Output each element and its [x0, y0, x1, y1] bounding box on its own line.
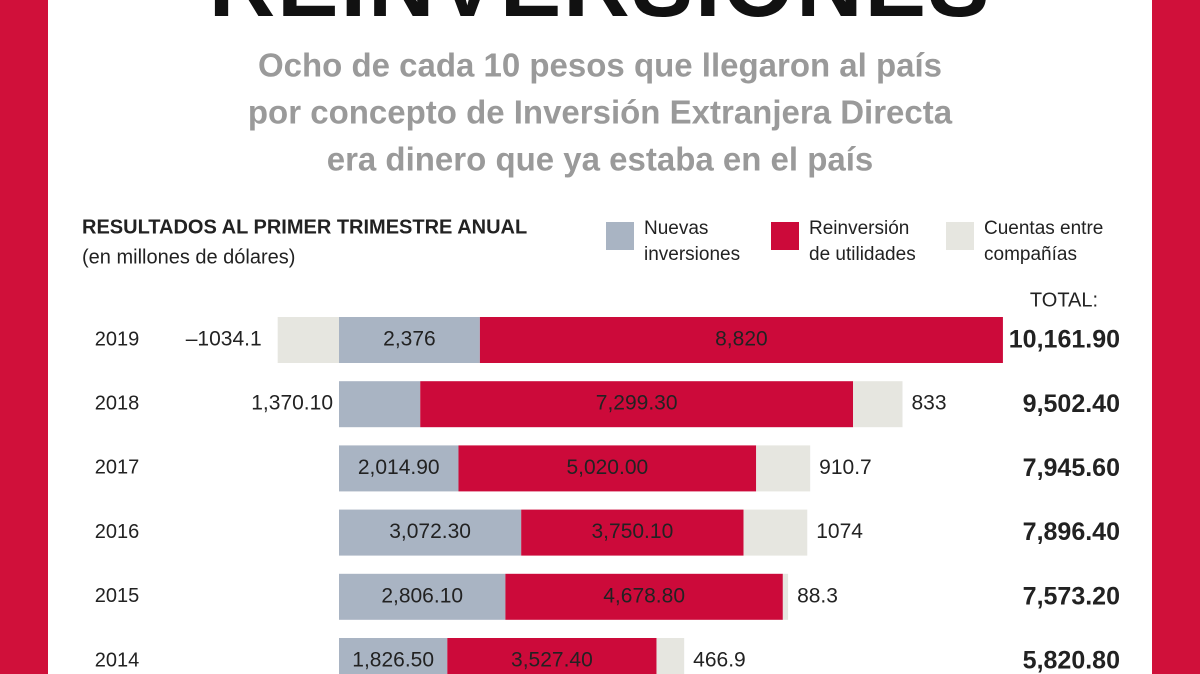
bar-segment [505, 573, 783, 620]
bar-segment [458, 445, 757, 492]
legend-swatch [771, 222, 799, 250]
value-label: 466.9 [693, 649, 746, 672]
y-tick-label: 2015 [95, 585, 140, 607]
value-label: 2,806.10 [381, 584, 463, 607]
total-header: TOTAL: [1030, 289, 1098, 311]
bar-segment [339, 509, 522, 556]
y-tick-label: 2017 [95, 457, 140, 479]
value-label: –1034.1 [186, 328, 262, 351]
value-label: 5,020.00 [566, 456, 648, 479]
legend-entry: Reinversión de utilidades [809, 218, 916, 265]
bar-segment [853, 381, 903, 428]
bar-segment [656, 638, 685, 674]
bar-segment [420, 381, 854, 428]
bar-segment [479, 317, 1003, 363]
value-label: 833 [911, 392, 946, 415]
value-label: 2,014.90 [358, 456, 440, 479]
value-label: 8,820 [715, 328, 768, 351]
legend-swatch [606, 222, 634, 250]
value-label: 88.3 [797, 584, 838, 607]
legend-swatch [946, 222, 974, 250]
value-label: 7,299.30 [596, 392, 678, 415]
value-label: 4,678.80 [603, 584, 685, 607]
legend-entry: Nuevas inversiones [644, 218, 741, 265]
subtitle-line: Ocho de cada 10 pesos que llegaron al pa… [258, 47, 942, 84]
subtitle-line: por concepto de Inversión Extranjera Dir… [248, 94, 953, 131]
total-label: 9,502.40 [1023, 390, 1120, 418]
legend-entry: Cuentas entre compañías [984, 218, 1104, 265]
y-tick-label: 2016 [95, 521, 140, 543]
bar-segment [743, 509, 808, 556]
y-tick-label: 2019 [95, 328, 140, 350]
bar-segment [521, 509, 744, 556]
total-label: 7,573.20 [1023, 582, 1120, 610]
value-label: 3,750.10 [592, 520, 674, 543]
value-label: 1074 [816, 520, 863, 543]
bar-segment [277, 317, 339, 363]
value-label: 2,376 [383, 328, 436, 351]
left-border [0, 0, 48, 674]
legend-label: Cuentas entre compañías [984, 218, 1104, 265]
subtitle: Ocho de cada 10 pesos que llegaron al pa… [248, 47, 953, 178]
legend-label: Reinversión de utilidades [809, 218, 916, 265]
bar-segment [447, 638, 657, 674]
bar-segment [339, 445, 459, 492]
chart-subtitle: (en millones de dólares) [82, 246, 295, 268]
bar-segment [782, 573, 789, 620]
y-tick-label: 2014 [95, 649, 140, 671]
bar-segment [339, 573, 506, 620]
right-border [1152, 0, 1200, 674]
value-label: 1,370.10 [251, 392, 333, 415]
total-label: 10,161.90 [1009, 326, 1120, 354]
value-label: 910.7 [819, 456, 872, 479]
bar-segment [756, 445, 811, 492]
subtitle-line: era dinero que ya estaba en el país [327, 141, 874, 178]
value-label: 3,527.40 [511, 649, 593, 672]
total-label: 7,896.40 [1023, 518, 1120, 546]
y-tick-label: 2018 [95, 392, 140, 414]
bar-segment [339, 381, 421, 428]
bar-segment [339, 317, 480, 363]
bar-segment [339, 638, 448, 674]
main-title: REINVERSIONES [209, 0, 992, 36]
value-label: 3,072.30 [389, 520, 471, 543]
total-label: 5,820.80 [1023, 647, 1120, 674]
chart-title: RESULTADOS AL PRIMER TRIMESTRE ANUAL [82, 216, 527, 238]
value-label: 1,826.50 [352, 649, 434, 672]
total-label: 7,945.60 [1023, 454, 1120, 482]
legend-label: Nuevas inversiones [644, 218, 741, 265]
